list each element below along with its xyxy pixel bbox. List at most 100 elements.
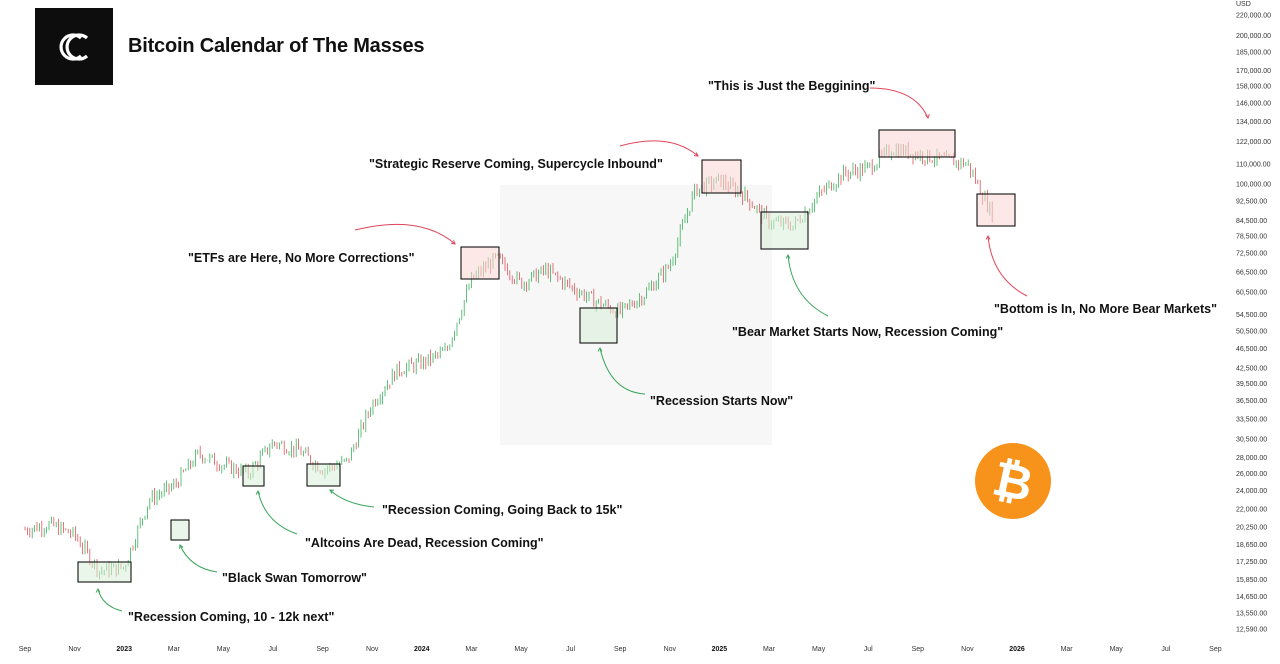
y-tick-label: 146,000.00 <box>1236 101 1271 108</box>
annotation-box <box>306 463 341 487</box>
x-tick-label: Mar <box>763 646 776 653</box>
y-tick-label: 60,500.00 <box>1236 290 1267 297</box>
y-tick-label: 110,000.00 <box>1236 161 1271 168</box>
x-tick-label: Nov <box>68 646 81 653</box>
y-tick-label: 28,000.00 <box>1236 455 1267 462</box>
annotation-arrow <box>599 347 646 395</box>
x-tick-label: 2024 <box>414 646 430 653</box>
y-tick-label: 46,500.00 <box>1236 346 1267 353</box>
x-tick-label: Jul <box>864 646 873 653</box>
y-tick-label: 170,000.00 <box>1236 68 1271 75</box>
y-tick-label: 22,000.00 <box>1236 507 1267 514</box>
arrow-head <box>450 240 456 245</box>
annotation-label: "Bear Market Starts Now, Recession Comin… <box>732 325 1003 339</box>
y-tick-label: 66,500.00 <box>1236 269 1267 276</box>
annotation-label: "ETFs are Here, No More Corrections" <box>188 251 415 265</box>
cc-logo-icon <box>59 32 89 61</box>
annotation-box <box>760 211 809 250</box>
x-tick-label: Nov <box>366 646 379 653</box>
annotation-box <box>170 519 190 541</box>
x-tick-label: 2023 <box>116 646 132 653</box>
watermark-block <box>500 185 772 445</box>
annotation-box <box>460 246 500 280</box>
page-title: Bitcoin Calendar of The Masses <box>128 35 425 57</box>
annotation-label: "Black Swan Tomorrow" <box>222 571 367 585</box>
x-tick-label: 2026 <box>1009 646 1025 653</box>
annotation-arrow <box>619 140 699 157</box>
arrow-head <box>693 152 699 157</box>
y-tick-label: 42,500.00 <box>1236 365 1267 372</box>
annotation-label: "Altcoins Are Dead, Recession Coming" <box>305 536 544 550</box>
annotation-box <box>579 307 618 344</box>
annotation-arrow <box>257 490 298 535</box>
annotation-arrow <box>354 223 456 245</box>
arrow-head <box>597 346 603 352</box>
y-tick-label: 14,650.00 <box>1236 594 1267 601</box>
x-tick-label: Sep <box>912 646 925 653</box>
arrow-head <box>329 489 335 494</box>
y-tick-label: 24,000.00 <box>1236 488 1267 495</box>
y-axis-unit: USD <box>1236 1 1251 8</box>
x-tick-label: Mar <box>465 646 478 653</box>
arrow-head <box>179 544 184 550</box>
x-tick-label: May <box>812 646 826 653</box>
y-tick-label: 84,500.00 <box>1236 218 1267 225</box>
y-tick-label: 15,850.00 <box>1236 577 1267 584</box>
annotation-arrow <box>329 489 375 508</box>
y-tick-label: 185,000.00 <box>1236 50 1271 57</box>
y-tick-label: 36,500.00 <box>1236 398 1267 405</box>
arrow-head <box>785 253 791 259</box>
annotation-arrow <box>179 544 218 573</box>
y-tick-label: 220,000.00 <box>1236 13 1271 20</box>
annotation-arrow <box>787 254 829 317</box>
y-tick-label: 39,500.00 <box>1236 381 1267 388</box>
bitcoin-logo-icon <box>975 443 1051 519</box>
arrow-head <box>925 114 930 120</box>
y-tick-label: 78,500.00 <box>1236 234 1267 241</box>
annotation-box <box>701 159 742 194</box>
y-tick-label: 158,000.00 <box>1236 84 1271 91</box>
annotation-label: "This is Just the Beggining" <box>708 79 875 93</box>
x-tick-label: Sep <box>19 646 32 653</box>
y-tick-label: 92,500.00 <box>1236 198 1267 205</box>
x-tick-label: 2025 <box>712 646 728 653</box>
annotation-box <box>77 561 132 583</box>
annotation-box <box>878 129 956 158</box>
annotation-label: "Recession Coming, 10 - 12k next" <box>128 610 334 624</box>
x-tick-label: Sep <box>1209 646 1222 653</box>
annotation-arrow <box>987 235 1028 297</box>
annotation-arrow <box>869 87 929 119</box>
y-tick-label: 26,000.00 <box>1236 471 1267 478</box>
y-tick-label: 33,500.00 <box>1236 416 1267 423</box>
y-tick-label: 200,000.00 <box>1236 33 1271 40</box>
x-tick-label: Jul <box>1161 646 1170 653</box>
annotation-label: "Recession Coming, Going Back to 15k" <box>382 503 622 517</box>
annotation-label: "Strategic Reserve Coming, Supercycle In… <box>369 157 663 171</box>
y-tick-label: 72,500.00 <box>1236 251 1267 258</box>
arrow-head <box>95 587 101 593</box>
annotation-box <box>242 465 265 487</box>
x-tick-label: Nov <box>664 646 677 653</box>
x-tick-label: Jul <box>269 646 278 653</box>
y-tick-label: 13,550.00 <box>1236 611 1267 618</box>
y-tick-label: 18,650.00 <box>1236 542 1267 549</box>
y-tick-label: 134,000.00 <box>1236 119 1271 126</box>
y-tick-label: 54,500.00 <box>1236 312 1267 319</box>
annotation-label: "Bottom is In, No More Bear Markets" <box>994 302 1217 316</box>
y-tick-label: 20,250.00 <box>1236 524 1267 531</box>
brand-logo <box>35 8 113 85</box>
arrow-head <box>985 234 991 240</box>
y-tick-label: 17,250.00 <box>1236 559 1267 566</box>
x-tick-label: Nov <box>961 646 974 653</box>
x-tick-label: Jul <box>566 646 575 653</box>
y-tick-label: 122,000.00 <box>1236 139 1271 146</box>
x-tick-label: May <box>1110 646 1124 653</box>
y-tick-label: 30,500.00 <box>1236 437 1267 444</box>
arrow-head <box>255 489 261 495</box>
annotation-arrow <box>97 588 123 612</box>
y-tick-label: 12,590.00 <box>1236 627 1267 634</box>
annotation-label: "Recession Starts Now" <box>650 394 793 408</box>
x-tick-label: Sep <box>316 646 329 653</box>
